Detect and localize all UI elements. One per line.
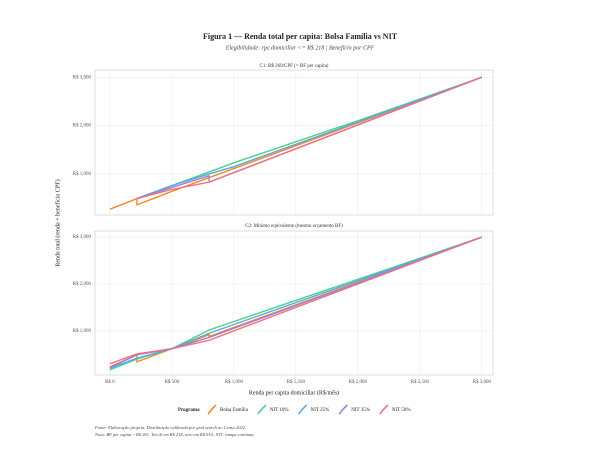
series-line [109,76,483,210]
y-tick-label: R$ 2,000 [73,282,92,287]
x-tick-label: R$ 500 [165,380,180,385]
panel-title: C2: Mínimo equivalente (mesmo orçamento … [245,224,343,229]
series-line [136,76,483,200]
x-axis-label: Renda per capita domiciliar (R$/mês) [249,389,339,396]
legend-label: NIT 25% [311,408,330,413]
y-axis-label: Renda total (renda + benefício CPF) [54,179,61,266]
chart-title: Figura 1 — Renda total per capita: Bolsa… [203,32,398,41]
x-tick-label: R$ 0 [105,380,115,385]
legend-swatch [207,404,217,415]
legend-label: NIT 50% [392,408,411,413]
chart-subtitle: Elegibilidade: rpc domiciliar <= R$ 218 … [225,44,375,51]
x-tick-label: R$ 1,500 [287,380,306,385]
legend-title: Programa [178,408,200,413]
x-tick-label: R$ 3,000 [473,380,492,385]
series-line [109,236,483,365]
legend-swatch [379,404,389,415]
legend-swatch [338,404,348,415]
legend-label: Bolsa Família [220,408,249,413]
x-tick-label: R$ 2,000 [349,380,368,385]
y-tick-label: R$ 3,000 [73,235,92,240]
x-tick-label: R$ 1,000 [225,380,244,385]
y-tick-label: R$ 3,000 [73,75,92,80]
y-tick-label: R$ 1,000 [73,329,92,334]
footnote: Fonte: Elaboração própria. Distribuição … [94,425,246,430]
y-tick-label: R$ 2,000 [73,124,92,129]
x-tick-label: R$ 2,500 [411,380,430,385]
y-tick-label: R$ 1,000 [73,172,92,177]
legend-swatch [257,404,267,415]
series-line [136,76,483,200]
legend-label: NIT 10% [270,408,289,413]
legend-label: NIT 35% [351,408,370,413]
footnote: Nota: BF per capita ~ R$ 261. Teto/6 em … [94,432,255,438]
panel-title: C1: R$ 269/CPF (= BF per capita) [260,64,329,69]
legend-swatch [297,404,308,415]
